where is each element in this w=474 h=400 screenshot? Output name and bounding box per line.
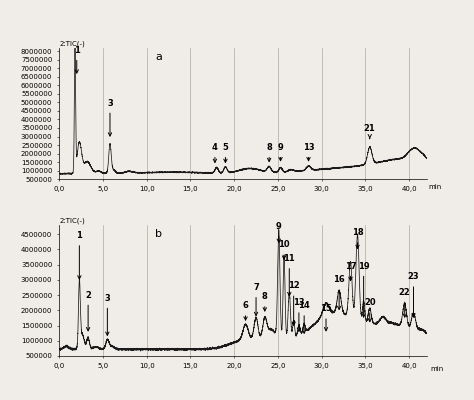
Text: 7: 7 [253, 283, 259, 316]
Text: 1: 1 [76, 231, 82, 279]
Text: 2:TIC(-): 2:TIC(-) [59, 40, 85, 47]
Text: 13: 13 [293, 298, 305, 332]
Text: min: min [428, 184, 442, 190]
Text: 9: 9 [278, 143, 283, 161]
Text: 21: 21 [364, 124, 375, 139]
Text: 22: 22 [399, 288, 410, 317]
Text: min: min [430, 366, 444, 372]
Text: 4: 4 [212, 143, 218, 162]
Text: 2:TIC(-): 2:TIC(-) [59, 217, 85, 224]
Text: 3: 3 [104, 294, 110, 335]
Text: 20: 20 [364, 298, 375, 322]
Text: 18: 18 [352, 228, 363, 248]
Text: 6: 6 [243, 301, 248, 320]
Text: 9: 9 [276, 222, 282, 242]
Text: 16: 16 [333, 275, 345, 310]
Text: 11: 11 [283, 254, 295, 296]
Text: 8: 8 [266, 143, 272, 162]
Text: 12: 12 [288, 282, 300, 325]
Text: a: a [155, 52, 162, 62]
Text: 5: 5 [222, 143, 228, 162]
Text: 10: 10 [278, 240, 290, 259]
Text: 13: 13 [303, 143, 314, 161]
Text: b: b [155, 229, 162, 239]
Text: 2: 2 [85, 291, 91, 331]
Text: 3: 3 [107, 98, 113, 136]
Text: 23: 23 [408, 272, 419, 317]
Text: 14: 14 [298, 301, 310, 333]
Text: 19: 19 [358, 262, 369, 317]
Text: 8: 8 [262, 292, 268, 311]
Text: 17: 17 [345, 262, 356, 280]
Text: 1: 1 [74, 46, 80, 73]
Text: 15: 15 [320, 304, 332, 331]
